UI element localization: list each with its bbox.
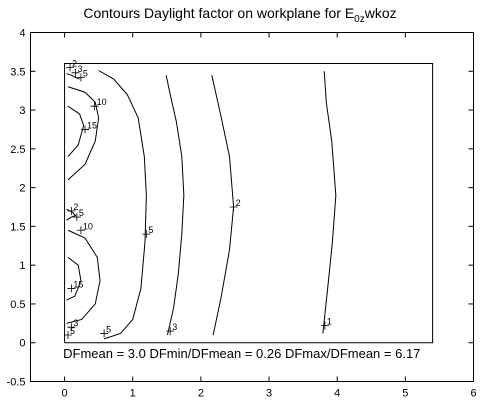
contour-label: 5 — [148, 225, 153, 235]
contour-lines — [66, 70, 337, 340]
x-tick-label: 0 — [62, 388, 68, 400]
contour-label-marker — [67, 323, 76, 332]
y-tick-label: 2 — [19, 183, 25, 195]
contour-line-level-10 — [67, 86, 100, 181]
y-tick-label: 3 — [19, 105, 25, 117]
axis-ticks: 0 1 2 3 4 5 6-0.500.511.522.533.54 — [7, 28, 477, 400]
contour-label: 2 — [236, 198, 241, 208]
contour-line-level-5 — [66, 73, 80, 80]
contour-label-marker — [66, 63, 75, 72]
contour-line-level-5 — [66, 208, 77, 221]
y-tick-label: 4 — [19, 28, 25, 40]
y-tick-label: -0.5 — [7, 377, 26, 389]
contour-label-marker — [166, 327, 175, 336]
y-tick-label: 0 — [19, 338, 25, 350]
contour-label-marker — [72, 213, 81, 222]
contour-label: 5 — [79, 208, 84, 218]
contour-line-level-10 — [66, 229, 101, 324]
contour-label-marker — [71, 68, 80, 77]
contour-line-level-2 — [211, 75, 235, 336]
contour-label-marker — [81, 125, 90, 134]
stats-line: DFmean = 3.0 DFmin/DFmean = 0.26 DFmax/D… — [63, 346, 420, 361]
contour-label: 5 — [83, 68, 88, 78]
y-tick-label: 1.5 — [10, 221, 25, 233]
y-tick-label: 1 — [19, 260, 25, 272]
title-suffix: wkoz — [364, 5, 397, 21]
contour-label: 1 — [327, 317, 332, 327]
contour-label: 3 — [172, 322, 177, 332]
contour-line-level-5 — [98, 70, 147, 340]
y-tick-label: 2.5 — [10, 144, 25, 156]
x-tick-label: 6 — [470, 388, 476, 400]
contour-label: 2 — [73, 202, 78, 212]
contour-label-marker — [76, 73, 85, 82]
contour-label: 5 — [70, 326, 75, 336]
contour-line-level-1 — [322, 71, 337, 334]
contour-line-level-15 — [66, 257, 82, 301]
y-tick-label: 3.5 — [10, 66, 25, 78]
y-tick-label: 0.5 — [10, 299, 25, 311]
contour-label: 10 — [83, 221, 93, 231]
x-tick-label: 1 — [130, 388, 136, 400]
contour-label-marker — [320, 321, 329, 330]
contour-label-marker — [229, 203, 238, 211]
plot-area — [30, 32, 474, 382]
contour-label-marker — [142, 230, 151, 239]
chart-title: Contours Daylight factor on workplane fo… — [83, 5, 396, 25]
x-tick-label: 3 — [266, 388, 272, 400]
x-tick-label: 2 — [198, 388, 204, 400]
contour-label-marker — [67, 206, 76, 215]
contour-label: 15 — [87, 120, 97, 130]
title-main: Contours Daylight factor on workplane fo… — [83, 5, 354, 21]
contour-label: 3 — [73, 318, 78, 328]
contour-label-marker — [90, 102, 99, 111]
contour-label: 3 — [77, 64, 82, 74]
contour-line-level-3 — [165, 75, 185, 336]
room-outline — [64, 63, 434, 344]
contour-label-marker — [100, 329, 109, 338]
contour-label: 10 — [97, 97, 107, 107]
contour-label: 5 — [106, 324, 111, 334]
contour-label: 15 — [73, 279, 83, 289]
contour-line-level-15 — [67, 105, 85, 157]
x-tick-label: 5 — [402, 388, 408, 400]
contour-label-marker — [76, 226, 85, 235]
x-tick-label: 4 — [334, 388, 340, 400]
title-subscript: 0z — [354, 14, 365, 25]
contour-label-marker — [63, 330, 72, 339]
contour-label: 2 — [72, 58, 77, 68]
contour-label-marker — [67, 284, 76, 293]
